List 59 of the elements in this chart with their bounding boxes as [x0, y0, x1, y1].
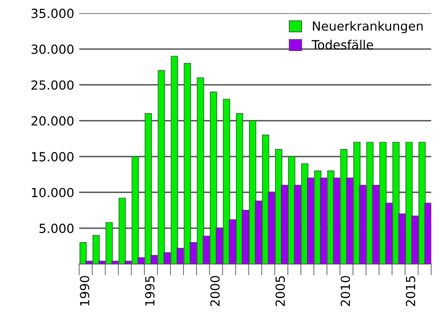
bar [307, 178, 314, 264]
x-tick-label: 1995 [145, 276, 155, 306]
y-tick-label: 30.000 [32, 44, 74, 54]
y-tick-label: 5.000 [40, 224, 74, 234]
y-tick-label: 15.000 [32, 152, 74, 162]
bar [236, 113, 244, 264]
legend-label: Neuerkrankungen [312, 21, 423, 34]
bar [158, 70, 165, 264]
bar [254, 200, 262, 264]
y-tick-label: 10.000 [32, 188, 74, 198]
bar [320, 178, 328, 264]
bar [242, 210, 250, 264]
bar [170, 56, 178, 264]
legend-label: Todesfälle [312, 40, 374, 50]
bar [184, 63, 192, 264]
bar [294, 184, 302, 264]
bar [392, 142, 400, 264]
bar [398, 213, 406, 264]
bar [333, 178, 340, 264]
bar [85, 260, 93, 264]
x-tick-label: 2015 [406, 276, 416, 306]
bar [176, 248, 184, 264]
bar [92, 234, 100, 264]
bar [106, 222, 113, 264]
bar [202, 236, 210, 264]
bar [248, 120, 256, 264]
bar [150, 255, 158, 264]
bar [210, 92, 218, 264]
bar [228, 219, 236, 264]
bar [405, 142, 413, 264]
bar [418, 142, 426, 264]
bar [124, 260, 132, 264]
bar [411, 216, 419, 264]
x-tick-label: 2000 [210, 276, 220, 306]
bar [132, 156, 139, 264]
bar [111, 260, 119, 264]
x-tick-label: 2010 [340, 276, 350, 306]
bar [190, 242, 197, 264]
bar [98, 260, 106, 264]
bar [164, 252, 171, 264]
bar [359, 184, 366, 264]
bar [196, 77, 204, 264]
bar [138, 257, 145, 264]
bar [346, 178, 354, 264]
bar [80, 242, 87, 264]
bar [372, 184, 380, 264]
y-tick-label: 20.000 [32, 116, 74, 126]
bar [222, 98, 230, 264]
y-tick-label: 35.000 [32, 8, 74, 18]
bar [385, 202, 392, 264]
bar [424, 202, 432, 264]
y-tick-label: 25.000 [32, 80, 74, 90]
bar [216, 228, 223, 264]
x-tick-label: 1990 [80, 276, 90, 306]
bar [268, 192, 276, 264]
bar [280, 184, 288, 264]
bar [118, 198, 126, 264]
bar [144, 113, 152, 264]
x-tick-label: 2005 [275, 276, 285, 306]
